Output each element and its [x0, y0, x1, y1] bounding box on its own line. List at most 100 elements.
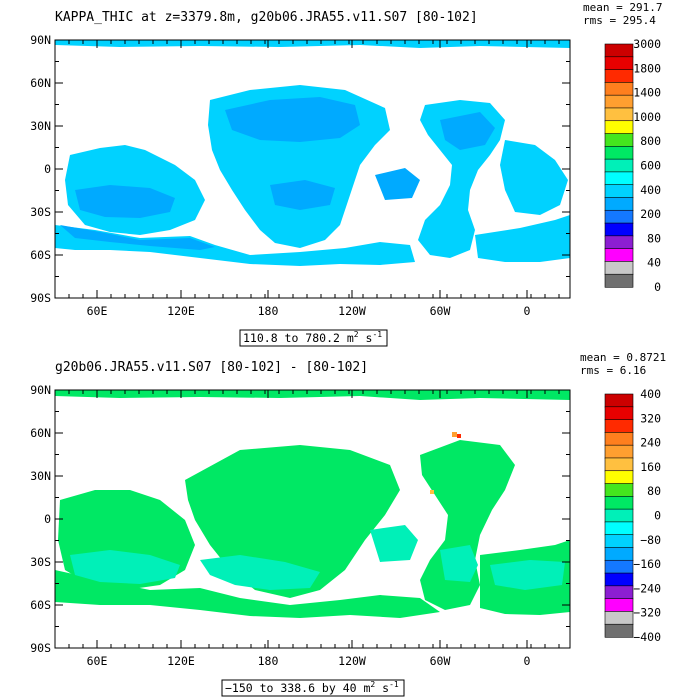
ocean-region-secondary [70, 550, 180, 584]
colorbar-swatch [604, 197, 634, 211]
y-tick-label: 60N [30, 76, 51, 90]
y-tick-label: 60N [30, 426, 51, 440]
ocean-region [55, 570, 440, 618]
ocean-region [475, 215, 570, 262]
colorbar-swatch [604, 521, 634, 536]
colorbar-swatch [604, 559, 634, 574]
colorbar-swatch [604, 158, 634, 173]
x-tick-label: 180 [258, 304, 279, 318]
y-tick-label: 30N [30, 119, 51, 133]
ocean-region-secondary [75, 185, 175, 218]
ocean-region-secondary [200, 555, 320, 590]
colorbar-label: 160 [640, 460, 661, 474]
x-tick-label: 120E [167, 654, 195, 668]
colorbar-swatch [604, 444, 634, 459]
y-tick-label: 90N [30, 383, 51, 397]
mean-stat: mean = 0.8721 [580, 351, 666, 364]
chart-svg-top: KAPPA_THIC at z=3379.8m, g20b06.JRA55.v1… [30, 1, 662, 347]
colorbar-swatch [604, 248, 634, 263]
hotspot-mark [452, 432, 457, 437]
y-tick-label: 30S [30, 205, 51, 219]
colorbar-swatch [604, 94, 634, 109]
chart-panel-bottom: g20b06.JRA55.v11.S07 [80-102] - [80-102]… [0, 350, 700, 700]
colorbar-swatch [604, 133, 634, 147]
ocean-region-secondary [60, 225, 215, 250]
y-tick-label: 0 [44, 512, 51, 526]
colorbar-swatch [604, 235, 634, 250]
x-tick-label: 0 [524, 654, 531, 668]
range-box-border [221, 679, 405, 697]
colorbar-swatch [604, 623, 634, 638]
ocean-region [55, 390, 570, 400]
colorbar-swatch [604, 457, 634, 472]
ocean-region-secondary [225, 97, 360, 142]
x-tick-label: 60W [430, 654, 451, 668]
colorbar-swatch [604, 171, 634, 186]
colorbar-swatch [604, 107, 634, 122]
x-tick-label: 120W [338, 654, 366, 668]
colorbar-swatch [604, 56, 634, 71]
colorbar-label: 1800 [633, 61, 661, 75]
colorbar-swatch [604, 120, 634, 135]
colorbar-swatch [604, 261, 634, 275]
y-axis-bottom: 90N 60N 30N 0 30S 60S 90S [30, 383, 570, 655]
ocean-region-secondary [440, 545, 478, 582]
map-field [55, 40, 570, 266]
range-box-top: 110.8 to 780.2 m2 s-1 [239, 329, 388, 347]
colorbar-swatch [604, 432, 634, 446]
x-axis-bottom: 60E 120E 180 120W 60W 0 [68, 390, 560, 668]
x-tick-label: 0 [524, 304, 531, 318]
y-tick-label: 60S [30, 598, 51, 612]
colorbar-label: 240 [640, 436, 661, 450]
colorbar-swatch [604, 611, 634, 625]
colorbar-swatch [604, 598, 634, 613]
ocean-region-secondary [375, 168, 420, 200]
colorbar-swatch [604, 508, 634, 523]
x-axis-top: 60E 120E 180 120W 60W 0 [68, 40, 560, 318]
colorbar-label: −240 [633, 581, 661, 595]
chart-title: KAPPA_THIC at z=3379.8m, g20b06.JRA55.v1… [55, 10, 478, 25]
y-tick-label: 90S [30, 641, 51, 655]
colorbar-swatch [604, 184, 634, 199]
ocean-region-secondary [440, 112, 495, 150]
colorbar-swatch [604, 222, 634, 237]
colorbar-label: −80 [640, 533, 661, 547]
colorbar-label: 40 [647, 256, 661, 270]
colorbar-label: 400 [640, 183, 661, 197]
hotspot-mark [430, 490, 434, 494]
colorbar-label: −160 [633, 557, 661, 571]
hotspot-mark [457, 434, 461, 438]
colorbar-swatch [604, 483, 634, 497]
colorbar-label: 80 [647, 484, 661, 498]
y-tick-label: 60S [30, 248, 51, 262]
colorbar-swatch [604, 146, 634, 160]
colorbar-label: 200 [640, 207, 661, 221]
colorbar-swatch [604, 82, 634, 96]
colorbar-label: 0 [654, 280, 661, 294]
range-label: −150 to 338.6 by 40 m2 s-1 [225, 680, 399, 695]
ocean-field-fill [55, 40, 570, 266]
map-field [55, 390, 570, 618]
colorbar-swatch [604, 572, 634, 587]
hotspot-marks [430, 432, 461, 494]
colorbar-swatch [604, 470, 634, 485]
colorbar-swatch [604, 393, 634, 408]
y-tick-label: 30S [30, 555, 51, 569]
y-tick-label: 90S [30, 291, 51, 305]
rms-stat: rms = 6.16 [580, 364, 646, 377]
colorbar-swatch [604, 547, 634, 561]
colorbar-label: 600 [640, 159, 661, 173]
colorbar-label: 1400 [633, 86, 661, 100]
chart-title: g20b06.JRA55.v11.S07 [80-102] - [80-102] [55, 360, 368, 375]
colorbar-swatch [604, 419, 634, 433]
colorbar-swatch [604, 209, 634, 224]
chart-panel-top: KAPPA_THIC at z=3379.8m, g20b06.JRA55.v1… [30, 1, 662, 347]
colorbar-swatch [604, 69, 634, 83]
x-tick-label: 60E [87, 654, 108, 668]
mean-stat: mean = 291.7 [583, 1, 662, 14]
range-box-border [239, 329, 388, 347]
ocean-region [55, 40, 570, 48]
y-axis-top: 90N 60N 30N 0 30S 60S 90S [30, 33, 570, 305]
colorbar-swatch [604, 585, 634, 600]
colorbar-label: 400 [640, 387, 661, 401]
